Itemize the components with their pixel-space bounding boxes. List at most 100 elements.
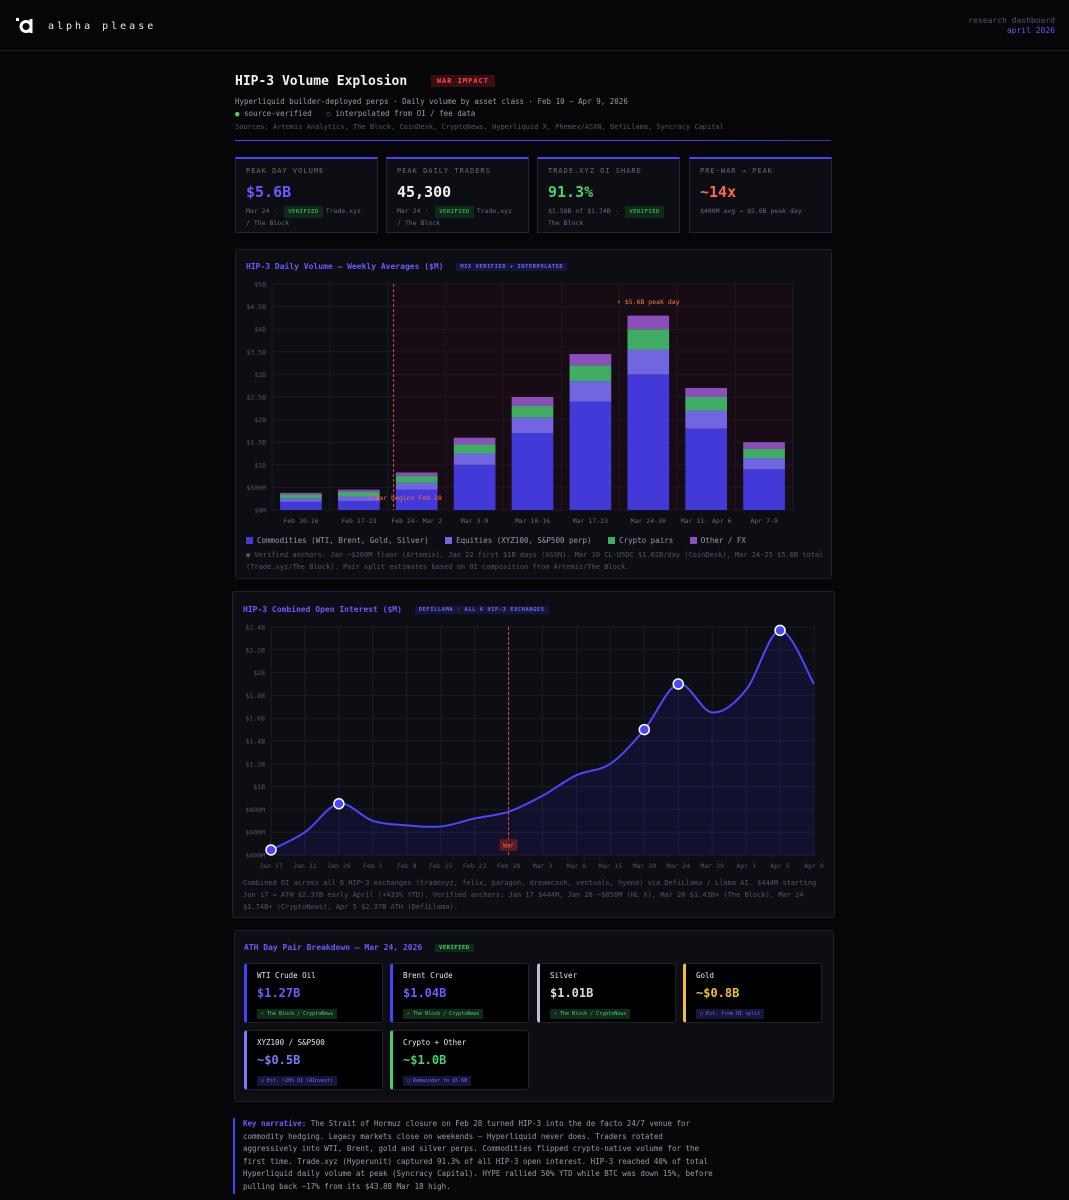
y-tick-label: $2.2B [245,646,265,654]
volume-bar-segment [453,453,496,465]
stat-value: 91.3% [548,183,594,201]
volume-bar-segment [627,315,670,330]
x-tick-label: Jan 17 [259,862,283,870]
top-bar: alpha please research dashboard april 20… [0,0,1069,51]
war-begins-label: ⚔ War begins Feb 28 [368,494,442,502]
dashboard-meta: research dashboard april 2026 [968,16,1055,36]
volume-tag: MIX VERIFIED + INTERPOLATED [456,263,568,271]
y-tick-label: $1.8B [245,692,265,700]
y-tick-label: $1.6B [245,715,265,723]
volume-bar-segment [453,464,496,510]
x-tick-label: Mar 10-16 [515,517,550,525]
volume-bar-segment [685,397,728,411]
oi-note: Combined OI across all 6 HIP-3 exchanges… [243,879,817,911]
stat-note: $400M avg → $5.6B peak day [700,206,821,216]
y-tick-label: $600M [245,829,265,837]
volume-bar-segment [511,397,554,407]
volume-bar-segment [627,329,670,350]
volume-bar-segment [337,489,380,492]
sources-line: Sources: Artemis Analytics, The Block, C… [235,123,724,131]
war-impact-badge: WAR IMPACT [430,75,495,87]
x-tick-label: Mar 29 [700,862,724,870]
interpolated-dot-icon: ○ [326,109,331,118]
volume-bar-segment [511,417,554,434]
volume-bar-segment [685,428,728,510]
legend-interp-label: interpolated from OI / fee data [335,109,476,118]
x-tick-label: Mar 3 [533,862,553,870]
y-tick-label: $2.5B [246,394,266,402]
volume-bar-segment [337,500,380,510]
volume-bar-segment [395,472,438,477]
pair-tile: Brent Crude $1.04B ✓ The Block / CryptoNew… [390,963,529,1023]
x-tick-label: Feb 28 [497,862,521,870]
verified-pill: VERIFIED [625,206,664,218]
x-tick-label: Apr 7-9 [750,517,777,525]
oi-anchor-point[interactable] [672,678,684,690]
oi-anchor-point[interactable] [774,624,786,637]
volume-bar-segment [685,387,728,397]
stat-value: ~14x [700,183,737,201]
legend-swatch-equities [445,537,453,544]
volume-note: ● Verified anchors: Jan ~$200M floor (Ar… [246,551,824,571]
volume-bar-segment [743,458,785,470]
volume-bar-segment [743,448,785,459]
x-tick-label: Mar 15 [599,862,623,870]
pair-source: ✓ The Block / CryptoNews [257,1009,338,1019]
pair-source: ✓ The Block / CryptoNews [403,1009,484,1019]
stat-note-pre: $400M avg → $5.6B peak day [700,207,802,215]
x-tick-label: Apr 1 [736,862,756,870]
war-marker-label: War [503,843,514,850]
x-tick-label: Apr 9 [804,862,824,870]
pair-source: ✓ The Block / CryptoNews [550,1009,631,1019]
y-tick-label: $4B [254,326,266,334]
x-tick-label: Apr 5 [770,862,790,870]
volume-legend: Commodities (WTI, Brent, Gold, Silver) E… [246,536,758,545]
oi-anchor-point[interactable] [638,723,651,736]
stat-value: 45,300 [397,183,452,201]
stat-label: TRADE.XYZ OI SHARE [548,167,642,175]
pair-name: Brent Crude [403,971,453,980]
x-tick-label: Feb 24- Mar 2 [391,517,442,525]
header-divider [235,140,831,141]
stat-note-post: Trade.xyz / The Block [397,207,512,227]
volume-bar-segment [280,492,322,495]
pair-tile: WTI Crude Oil $1.27B ✓ The Block / CryptoN… [244,963,383,1023]
verification-legend: ● source-verified ○ interpolated from OI… [235,109,835,118]
pair-name: XYZ100 / S&P500 [257,1038,325,1047]
volume-bar-segment [569,381,612,402]
oi-tag: DEFILLAMA · ALL 6 HIP-3 EXCHANGES [414,606,549,614]
volume-bar-segment [395,482,438,490]
volume-bar-segment [569,365,612,382]
legend-crypto-label: Crypto pairs [619,536,674,545]
stat-label: PEAK DAILY TRADERS [397,167,491,175]
x-tick-label: Mar 24 [667,862,691,870]
legend-other-label: Other / FX [700,536,746,545]
legend-item-equities: Equities (XYZ100, S&P500 perp) [445,536,592,545]
stat-note-pre: Mar 24 · [397,207,433,215]
x-tick-label: Jan 26 [327,862,351,870]
volume-bar-segment [337,496,380,501]
war-marker-badge [499,839,518,851]
x-tick-label: Feb 1 [363,862,383,870]
volume-bar-segment [280,498,322,502]
legend-item-crypto: Crypto pairs [608,536,673,545]
x-tick-label: Mar 17-23 [573,517,608,525]
brand-name: alpha please [48,21,157,32]
oi-line-chart: $400M $600M $800M $1B $1.2B $1.4B $1.6B $1.8B $2… [245,624,824,871]
y-tick-label: $2B [253,669,265,677]
y-tick-label: $3.5B [246,348,266,356]
stat-value: $5.6B [246,183,292,201]
stat-note: Mar 24 · VERIFIED Trade.xyz / The Block [246,206,367,228]
pair-volume: ~$0.5B [257,1053,301,1067]
y-tick-label: $2B [254,416,266,424]
alpha-logo-icon[interactable] [16,16,36,36]
y-tick-label: $500M [246,484,266,492]
legend-verified-label: source-verified [244,109,312,118]
volume-bar-segment [627,374,670,510]
legend-item-other: Other / FX [689,536,746,545]
ath-panel-title: ATH Day Pair Breakdown — Mar 24, 2026 VE… [244,943,474,952]
oi-anchor-point[interactable] [265,844,277,856]
oi-anchor-point[interactable] [333,797,345,810]
pair-tile: Silver $1.01B ✓ The Block / CryptoNews [537,963,676,1023]
oi-line [270,629,815,851]
